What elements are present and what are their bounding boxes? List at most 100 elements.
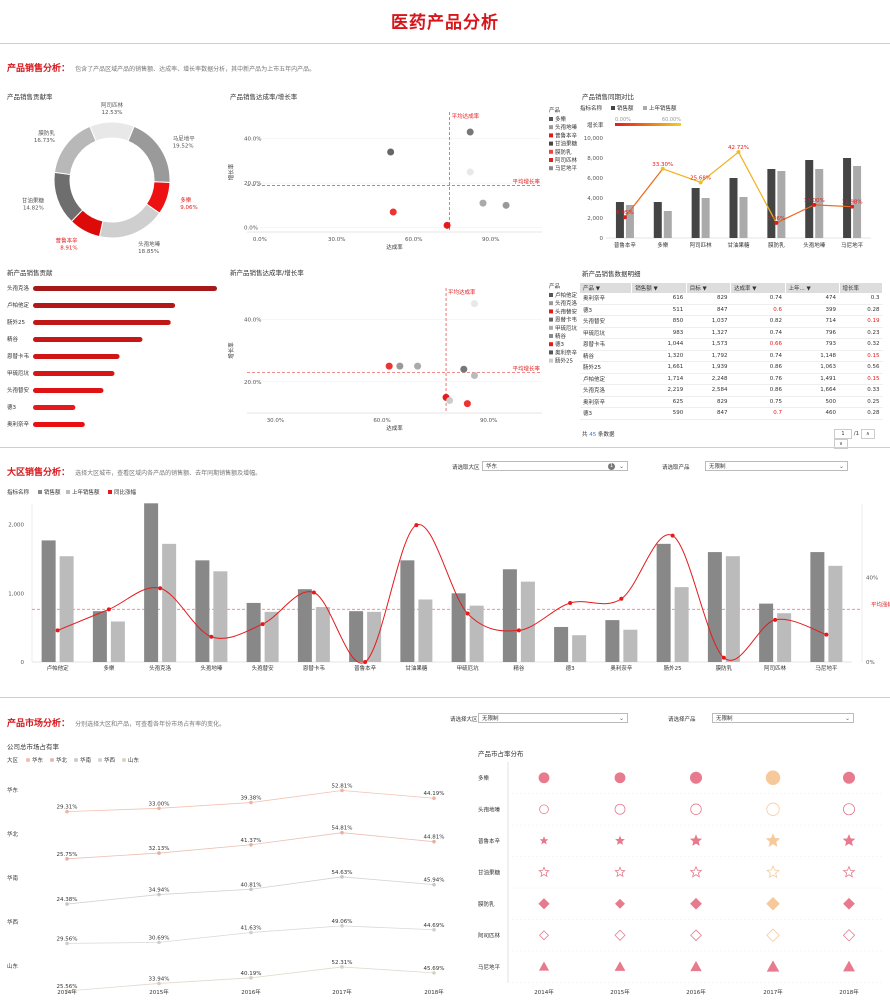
marker-star bbox=[539, 836, 549, 845]
legend-swatch bbox=[74, 758, 78, 762]
table-title: 新产品销售数据明细 bbox=[582, 270, 641, 278]
sales-bar bbox=[653, 202, 662, 238]
marker-diamond bbox=[690, 897, 702, 910]
scatter-point bbox=[470, 300, 478, 308]
last-year-bar bbox=[625, 205, 634, 238]
x-tick-label: 头孢替安 bbox=[252, 664, 275, 672]
last-year-bar bbox=[725, 556, 740, 662]
scatter-point bbox=[466, 128, 474, 136]
y-tick-label: 40.0% bbox=[244, 317, 261, 323]
slice-name-label: 普鲁本辛 bbox=[56, 236, 79, 244]
bar-category-label: 甲硫厄坑 bbox=[7, 369, 30, 377]
region-combo-chart: 指标名称 销售额 上年销售额 同比涨幅 0 1,000 2,000 0% 40% 平均涨幅卢帕他定… bbox=[7, 488, 890, 672]
x-tick-label: 普鲁本辛 bbox=[614, 241, 637, 249]
y2-tick-label: 0% bbox=[866, 660, 875, 666]
share-label: 40.81% bbox=[241, 882, 262, 888]
table-cell: 500 bbox=[785, 396, 840, 408]
marker-circle bbox=[765, 770, 781, 785]
sales-section-header: 产品销售分析： 包含了产品区域产品的销售额、达成率、增长率数据分析，其中新产品为… bbox=[7, 56, 315, 75]
table-cell: 头孢克洛 bbox=[580, 384, 632, 397]
share-point bbox=[249, 976, 253, 980]
table-cell: 1,939 bbox=[686, 361, 731, 374]
chevron-down-icon: ⌄ bbox=[618, 715, 624, 722]
y-tick-label: 0.0% bbox=[244, 226, 258, 232]
x-tick-label: 2018年 bbox=[424, 988, 444, 996]
marker-circle bbox=[539, 804, 549, 815]
footer-prefix: 共 bbox=[582, 432, 588, 438]
table-cell: 0.19 bbox=[839, 315, 883, 328]
region-row-label: 华西 bbox=[7, 918, 19, 926]
share-point bbox=[249, 842, 253, 847]
table-header-cell[interactable]: 上年... ▼ bbox=[785, 283, 840, 293]
product-row-label: 膜防乳 bbox=[478, 900, 495, 908]
share-point bbox=[432, 796, 436, 801]
slice-name-label: 膜防乳 bbox=[38, 129, 55, 137]
last-year-bar bbox=[739, 197, 748, 238]
growth-point bbox=[55, 628, 60, 633]
table-header-cell[interactable]: 目标 ▼ bbox=[686, 283, 732, 293]
last-year-bar bbox=[815, 169, 824, 238]
table-header-cell[interactable]: 产品 ▼ bbox=[580, 283, 633, 293]
market-product-select[interactable]: 无限制 ⌄ bbox=[712, 713, 854, 723]
share-label: 44.69% bbox=[424, 923, 445, 929]
legend-swatch bbox=[26, 758, 30, 762]
share-label: 33.94% bbox=[149, 976, 170, 982]
table-header-cell[interactable]: 销售额 ▼ bbox=[631, 283, 687, 293]
marker-circle bbox=[689, 771, 702, 784]
slice-pct-label: 16.73% bbox=[34, 138, 55, 144]
x-tick-label: 头孢地嗪 bbox=[803, 241, 826, 249]
new-product-bar bbox=[33, 388, 104, 393]
sales-bar bbox=[41, 540, 56, 662]
share-label: 30.69% bbox=[149, 935, 170, 941]
growth-point bbox=[660, 166, 665, 171]
table-cell: 983 bbox=[631, 327, 687, 339]
marker-triangle bbox=[766, 960, 780, 972]
growth-label: 42.72% bbox=[728, 145, 749, 151]
sales-bar bbox=[615, 202, 624, 238]
table-cell: 625 bbox=[631, 396, 687, 408]
share-label: 52.81% bbox=[332, 783, 353, 789]
table-cell: 474 bbox=[785, 293, 840, 305]
page-input[interactable]: 1 bbox=[834, 429, 852, 439]
table-cell: 511 bbox=[631, 304, 687, 316]
table-cell: 奥利奈辛 bbox=[580, 293, 632, 305]
x-tick-label: 普鲁本辛 bbox=[354, 664, 377, 672]
last-year-bar bbox=[418, 599, 433, 662]
sales-bar bbox=[759, 603, 774, 662]
sales-bar bbox=[502, 569, 517, 662]
marker-circle bbox=[766, 802, 780, 816]
table-cell: 0.86 bbox=[730, 361, 785, 374]
table-cell: 德3 bbox=[580, 407, 632, 420]
marker-circle bbox=[690, 803, 702, 815]
y-tick-label: 1,000 bbox=[8, 591, 24, 597]
scatter1-chart: 0.0%20.0%40.0%0.0% 30.0% 60.0% 90.0%达成率增长率平… bbox=[227, 106, 578, 251]
share-label: 52.31% bbox=[332, 960, 353, 966]
share-point bbox=[157, 981, 161, 986]
market-region-select[interactable]: 无限制 ⌄ bbox=[478, 713, 628, 723]
y-tick-label: 20.0% bbox=[244, 380, 261, 386]
table-cell: 1,327 bbox=[686, 327, 731, 339]
product-row-label: 阿司匹林 bbox=[478, 931, 501, 939]
legend-swatch bbox=[98, 758, 102, 762]
region-select[interactable]: 华东 1 ⌄ bbox=[482, 461, 628, 471]
share-point bbox=[340, 965, 344, 969]
sales-bar bbox=[400, 560, 415, 662]
table-header-cell[interactable]: 增长率 bbox=[839, 283, 884, 293]
growth-point bbox=[774, 220, 779, 225]
legend-label: 头孢地嗪 bbox=[555, 123, 578, 131]
share-point bbox=[340, 830, 344, 835]
marker-circle bbox=[538, 772, 550, 784]
growth-point bbox=[516, 628, 521, 633]
page-prev-button[interactable]: ∧ bbox=[860, 429, 875, 439]
legend-swatch bbox=[643, 106, 647, 110]
product-select-label: 请选取产品 bbox=[662, 465, 690, 471]
legend-label: 上年销售额 bbox=[72, 488, 100, 496]
page-next-button[interactable]: ∨ bbox=[834, 439, 848, 449]
y-axis-label: 增长率 bbox=[227, 342, 235, 359]
share-label: 34.94% bbox=[149, 888, 170, 894]
y-axis-label: 增长率 bbox=[227, 163, 235, 180]
chevron-down-icon: ⌄ bbox=[838, 463, 844, 470]
table-header-cell[interactable]: 达成率 ▼ bbox=[730, 283, 786, 293]
product-select[interactable]: 无限制 ⌄ bbox=[705, 461, 848, 471]
marker-star bbox=[766, 865, 780, 879]
